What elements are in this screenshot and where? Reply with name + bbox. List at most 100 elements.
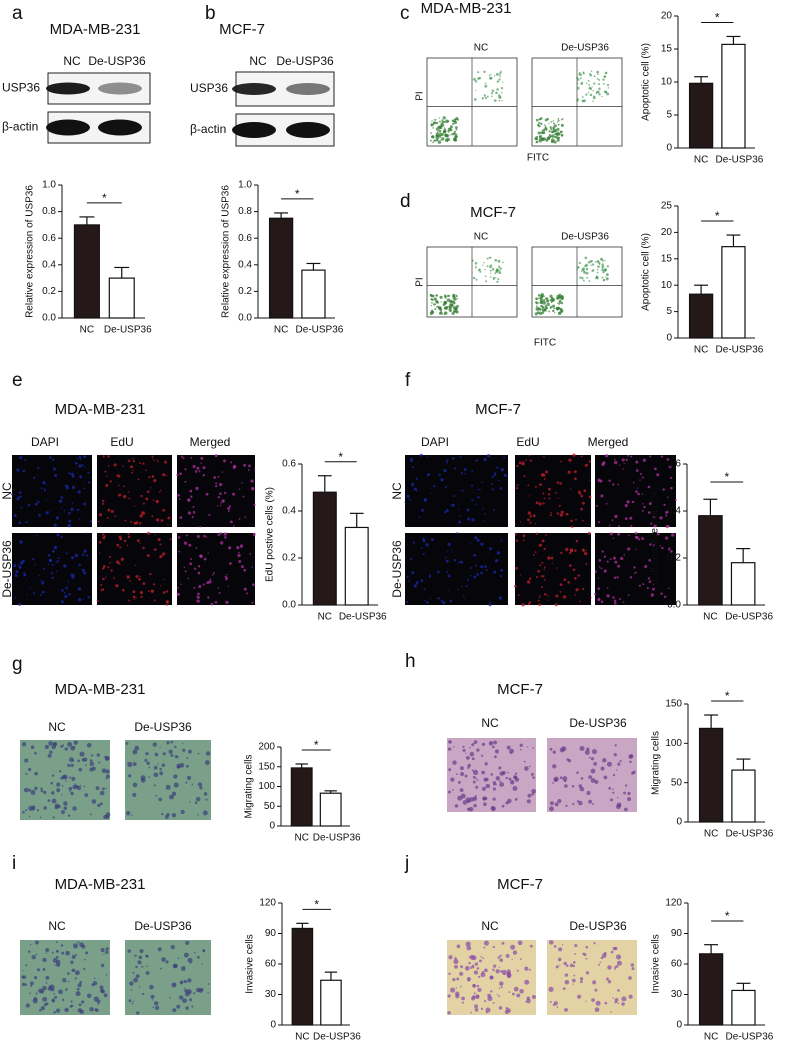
texture-dot: [554, 136, 556, 138]
texture-dot: [491, 89, 495, 92]
texture-dot: [526, 998, 531, 1004]
texture-dot: [132, 762, 137, 767]
texture-dot: [494, 272, 497, 275]
texture-dot: [422, 537, 425, 540]
texture-dot: [578, 73, 581, 76]
texture-dot: [581, 99, 585, 103]
texture-dot: [615, 954, 622, 960]
texture-dot: [468, 806, 474, 812]
texture-dot: [192, 464, 196, 469]
texture-dot: [498, 78, 501, 81]
texture-dot: [16, 468, 20, 472]
texture-dot: [474, 266, 477, 269]
texture-dot: [64, 1007, 69, 1013]
texture-dot: [101, 502, 105, 505]
texture-dot: [243, 587, 247, 591]
texture-dot: [519, 988, 524, 994]
texture-dot: [488, 601, 491, 604]
texture-dot: [145, 469, 147, 472]
texture-dot: [149, 984, 154, 990]
texture-dot: [186, 989, 192, 995]
texture-dot: [14, 597, 16, 599]
texture-dot: [33, 476, 36, 479]
texture-dot: [184, 570, 187, 573]
texture-dot: [29, 943, 32, 946]
texture-dot: [61, 794, 63, 796]
texture-dot: [55, 956, 59, 959]
texture-dot: [549, 747, 553, 751]
texture-dot: [561, 944, 564, 946]
texture-dot: [42, 957, 47, 963]
texture-dot: [76, 457, 78, 460]
texture-dot: [47, 753, 52, 758]
texture-dot: [606, 560, 609, 563]
texture-dot: [494, 471, 496, 474]
texture-dot: [170, 740, 174, 744]
texture-dot: [643, 505, 646, 509]
texture-dot: [419, 453, 423, 457]
texture-dot: [72, 784, 77, 790]
texture-dot: [546, 117, 549, 121]
texture-dot: [219, 492, 222, 495]
texture-dot: [556, 297, 558, 300]
texture-dot: [79, 458, 82, 461]
texture-dot: [65, 552, 68, 555]
texture-dot: [434, 308, 437, 311]
texture-dot: [192, 506, 195, 508]
texture-dot: [43, 968, 46, 971]
texture-dot: [437, 306, 442, 310]
texture-dot: [219, 532, 223, 535]
texture-dot: [43, 487, 46, 489]
texture-dot: [551, 138, 555, 142]
texture-dot: [571, 978, 576, 983]
texture-dot: [16, 497, 20, 501]
texture-dot: [614, 514, 618, 519]
texture-dot: [132, 782, 138, 788]
texture-dot: [496, 88, 499, 91]
panel-title: MDA-MB-231: [50, 21, 141, 38]
texture-dot: [61, 951, 65, 955]
texture-dot: [563, 578, 567, 582]
x-tick-label: De-USP36: [716, 155, 764, 166]
texture-dot: [227, 506, 231, 510]
texture-dot: [35, 953, 38, 956]
texture-dot: [452, 296, 456, 300]
texture-dot: [527, 484, 530, 487]
texture-dot: [133, 522, 137, 525]
texture-dot: [499, 486, 503, 490]
texture-dot: [51, 563, 54, 566]
texture-dot: [560, 123, 564, 127]
texture-dot: [609, 558, 612, 560]
texture-dot: [472, 995, 476, 999]
texture-dot: [453, 558, 457, 562]
texture-dot: [574, 549, 577, 552]
texture-dot: [558, 137, 561, 139]
texture-dot: [564, 973, 569, 977]
texture-dot: [598, 78, 601, 81]
texture-dot: [89, 813, 92, 816]
column-label: DAPI: [31, 435, 59, 449]
texture-dot: [459, 788, 464, 792]
texture-dot: [605, 276, 607, 278]
texture-dot: [84, 466, 86, 469]
texture-dot: [146, 965, 148, 968]
texture-dot: [474, 1008, 479, 1012]
x-tick-label: De-USP36: [339, 612, 387, 623]
texture-dot: [510, 944, 516, 950]
texture-dot: [600, 956, 604, 960]
texture-dot: [103, 953, 105, 955]
texture-dot: [581, 548, 585, 552]
texture-dot: [471, 964, 475, 968]
texture-dot: [492, 783, 495, 786]
texture-dot: [483, 520, 486, 522]
texture-dot: [624, 504, 628, 508]
texture-dot: [499, 575, 503, 578]
texture-dot: [205, 536, 208, 538]
texture-dot: [469, 542, 471, 544]
texture-dot: [434, 118, 437, 121]
bar: [698, 953, 724, 1026]
texture-dot: [540, 131, 543, 135]
texture-dot: [605, 454, 609, 458]
texture-dot: [456, 977, 460, 981]
texture-dot: [576, 771, 579, 774]
